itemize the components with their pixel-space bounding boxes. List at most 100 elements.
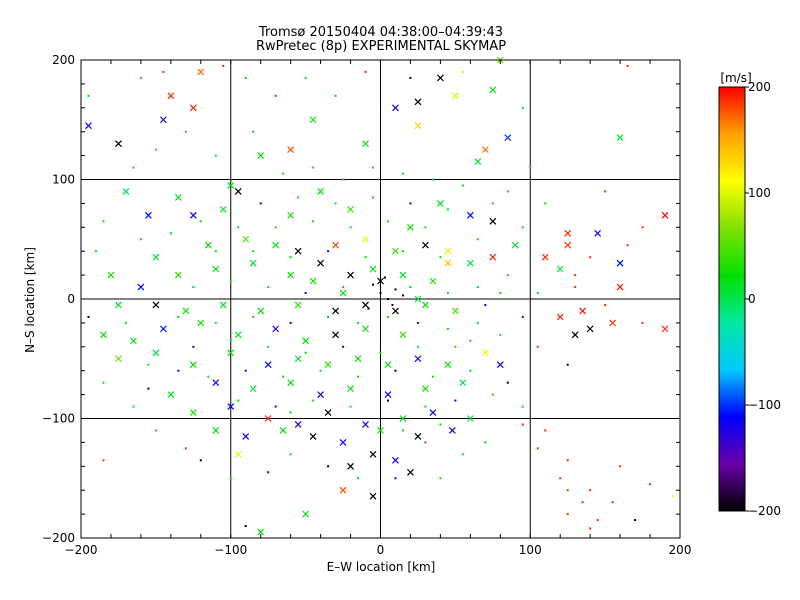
point-dot	[476, 238, 479, 241]
point-x-stroke	[407, 468, 414, 476]
point-dot	[342, 286, 345, 289]
point-x-marker	[362, 235, 369, 243]
point-dot	[147, 363, 150, 366]
point-x-marker	[392, 456, 399, 464]
point-dot	[574, 286, 577, 289]
point-x-marker	[448, 427, 456, 434]
point-dot	[394, 477, 397, 480]
point-x-marker	[197, 319, 205, 327]
point-dot	[267, 345, 270, 348]
point-x-marker	[152, 301, 160, 309]
point-x-marker	[227, 349, 235, 357]
point-x-stroke	[384, 391, 392, 399]
point-x-stroke	[414, 433, 422, 440]
point-x-marker	[174, 271, 182, 279]
point-x-stroke	[347, 271, 354, 279]
point-x-marker	[489, 253, 497, 261]
point-dot	[139, 238, 142, 241]
point-x-stroke	[448, 427, 456, 434]
point-dot	[367, 307, 370, 310]
point-x-stroke	[189, 104, 197, 112]
point-dot	[461, 453, 464, 456]
point-x-stroke	[556, 313, 564, 321]
point-x-stroke	[294, 421, 302, 428]
point-x-stroke	[347, 462, 354, 470]
point-dot	[289, 256, 292, 259]
point-dot	[611, 501, 614, 504]
point-x-stroke	[115, 301, 122, 309]
point-dot	[469, 369, 472, 372]
point-x-marker	[287, 271, 295, 279]
point-dot	[589, 489, 592, 492]
point-x-stroke	[324, 361, 332, 369]
point-x-marker	[294, 301, 302, 309]
point-x-stroke	[294, 301, 302, 309]
point-x-stroke	[377, 427, 384, 434]
point-x-marker	[197, 68, 205, 76]
point-x-stroke	[384, 361, 392, 369]
point-x-marker	[144, 211, 152, 219]
point-x-marker	[309, 277, 317, 285]
point-x-marker	[564, 229, 572, 237]
point-x-marker	[571, 331, 579, 339]
point-x-marker	[347, 271, 354, 279]
point-dot	[506, 381, 509, 384]
point-x-stroke	[399, 271, 407, 279]
point-dot	[177, 369, 180, 372]
point-dot	[364, 256, 367, 259]
point-x-stroke	[444, 247, 452, 255]
point-x-marker	[257, 307, 265, 315]
point-dot	[87, 315, 90, 318]
point-dot	[416, 321, 419, 324]
point-x-marker	[414, 98, 422, 106]
point-x-stroke	[100, 331, 107, 339]
point-x-marker	[212, 379, 220, 387]
point-x-stroke	[347, 205, 354, 213]
point-x-stroke	[339, 486, 347, 494]
point-dot	[596, 519, 599, 522]
point-dot	[289, 411, 292, 414]
point-dot	[207, 375, 210, 378]
colorbar-label: [m/s]	[720, 71, 751, 85]
point-x-stroke	[586, 325, 594, 333]
point-dot	[506, 190, 509, 193]
point-dot	[162, 70, 165, 73]
y-tick-label: 0	[67, 292, 75, 306]
point-x-stroke	[317, 188, 325, 195]
point-x-stroke	[451, 92, 459, 100]
point-dot	[304, 292, 307, 295]
point-x-stroke	[272, 325, 280, 333]
point-x-marker	[384, 361, 392, 369]
point-x-marker	[227, 403, 235, 410]
point-x-marker	[609, 319, 617, 327]
point-dot	[401, 250, 404, 253]
point-x-stroke	[272, 241, 280, 249]
point-x-stroke	[227, 182, 235, 189]
point-x-stroke	[339, 438, 347, 446]
point-dot	[312, 166, 315, 169]
point-x-stroke	[189, 211, 197, 219]
point-x-stroke	[474, 158, 482, 165]
point-x-marker	[189, 361, 197, 369]
point-dot	[229, 477, 232, 480]
point-x-stroke	[212, 265, 220, 273]
point-x-stroke	[174, 194, 182, 201]
point-dot	[536, 447, 539, 450]
point-x-marker	[354, 355, 362, 363]
point-x-marker	[279, 427, 287, 434]
point-x-stroke	[204, 241, 212, 249]
point-dot	[454, 399, 457, 402]
point-x-stroke	[422, 301, 429, 309]
point-x-stroke	[399, 415, 407, 422]
point-x-stroke	[294, 247, 302, 255]
point-x-marker	[436, 199, 444, 207]
point-x-stroke	[129, 337, 137, 345]
point-x-stroke	[302, 337, 310, 345]
point-dot	[469, 339, 472, 342]
point-dot	[199, 459, 202, 462]
point-dot	[229, 339, 232, 342]
point-dot	[252, 315, 255, 318]
point-dot	[439, 256, 442, 259]
point-x-marker	[317, 188, 325, 195]
point-x-marker	[249, 385, 257, 393]
